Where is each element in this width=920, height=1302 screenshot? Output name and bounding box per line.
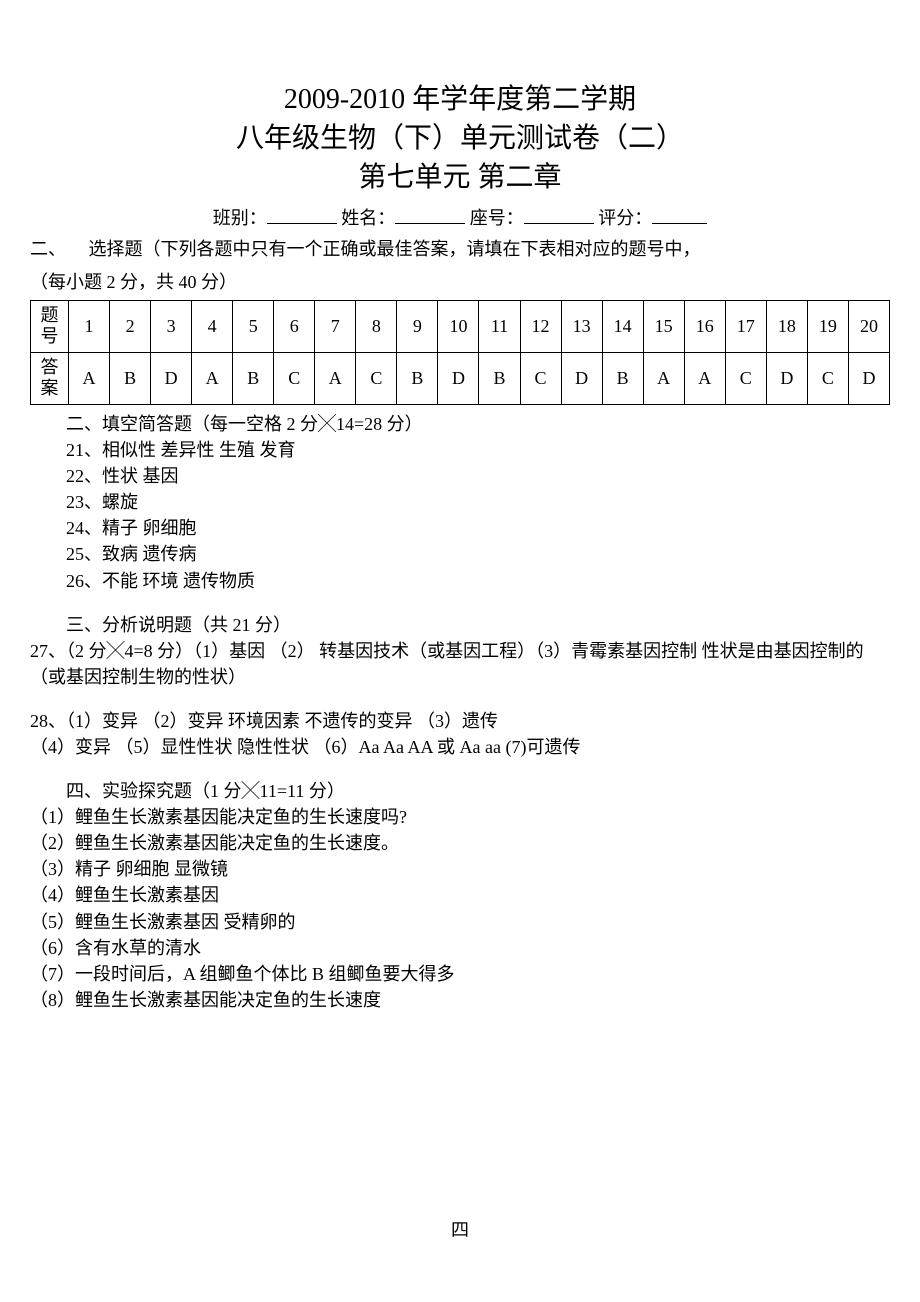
section3-q28b: （4）变异 （5）显性性状 隐性性状 （6）Aa Aa AA 或 Aa aa (… bbox=[30, 734, 890, 760]
cell-num: 15 bbox=[643, 300, 684, 352]
section2-line: 23、螺旋 bbox=[30, 489, 890, 515]
section3: 三、分析说明题（共 21 分） 27、（2 分╳4=8 分）（1）基因 （2） … bbox=[30, 612, 890, 690]
section4-line: （2）鲤鱼生长激素基因能决定鱼的生长速度。 bbox=[30, 830, 890, 856]
cell-num: 2 bbox=[110, 300, 151, 352]
section3-title: 三、分析说明题（共 21 分） bbox=[30, 612, 890, 638]
section4-title: 四、实验探究题（1 分╳11=11 分） bbox=[30, 778, 890, 804]
cell-ans: A bbox=[69, 352, 110, 404]
cell-num: 16 bbox=[684, 300, 725, 352]
cell-ans: A bbox=[684, 352, 725, 404]
section1-header: 二、 选择题（下列各题中只有一个正确或最佳答案，请填在下表相对应的题号中， bbox=[30, 236, 890, 263]
cell-ans: C bbox=[725, 352, 766, 404]
section2-line: 25、致病 遗传病 bbox=[30, 541, 890, 567]
section2: 二、填空简答题（每一空格 2 分╳14=28 分） 21、相似性 差异性 生殖 … bbox=[30, 411, 890, 594]
cell-ans: C bbox=[356, 352, 397, 404]
table-row-numbers: 题号 1 2 3 4 5 6 7 8 9 10 11 12 13 14 15 1… bbox=[31, 300, 890, 352]
section2-title: 二、填空简答题（每一空格 2 分╳14=28 分） bbox=[30, 411, 890, 437]
cell-num: 10 bbox=[438, 300, 479, 352]
title-line-3: 第七单元 第二章 bbox=[30, 158, 890, 197]
section4: 四、实验探究题（1 分╳11=11 分） （1）鲤鱼生长激素基因能决定鱼的生长速… bbox=[30, 778, 890, 1013]
score-label: 评分： bbox=[598, 208, 652, 228]
cell-num: 3 bbox=[151, 300, 192, 352]
cell-num: 9 bbox=[397, 300, 438, 352]
section4-line: （6）含有水草的清水 bbox=[30, 935, 890, 961]
cell-ans: A bbox=[192, 352, 233, 404]
cell-num: 8 bbox=[356, 300, 397, 352]
cell-num: 1 bbox=[69, 300, 110, 352]
cell-num: 11 bbox=[479, 300, 520, 352]
cell-num: 20 bbox=[848, 300, 889, 352]
cell-ans: B bbox=[233, 352, 274, 404]
cell-ans: B bbox=[602, 352, 643, 404]
section1-desc2: （每小题 2 分，共 40 分） bbox=[30, 269, 890, 296]
cell-num: 14 bbox=[602, 300, 643, 352]
cell-num: 4 bbox=[192, 300, 233, 352]
section2-line: 26、不能 环境 遗传物质 bbox=[30, 568, 890, 594]
cell-num: 18 bbox=[766, 300, 807, 352]
name-label: 姓名： bbox=[341, 208, 395, 228]
cell-ans: D bbox=[561, 352, 602, 404]
section1-desc: 选择题（下列各题中只有一个正确或最佳答案，请填在下表相对应的题号中， bbox=[89, 239, 701, 259]
cell-ans: C bbox=[274, 352, 315, 404]
cell-num: 19 bbox=[807, 300, 848, 352]
info-line: 班别： 姓名： 座号： 评分： bbox=[30, 204, 890, 230]
cell-num: 7 bbox=[315, 300, 356, 352]
cell-num: 5 bbox=[233, 300, 274, 352]
section3-q28: 28、（1）变异 （2）变异 环境因素 不遗传的变异 （3）遗传 （4）变异 （… bbox=[30, 708, 890, 760]
cell-ans: B bbox=[397, 352, 438, 404]
cell-ans: C bbox=[807, 352, 848, 404]
score-blank bbox=[652, 206, 707, 224]
answer-table: 题号 1 2 3 4 5 6 7 8 9 10 11 12 13 14 15 1… bbox=[30, 300, 890, 405]
row-label-answers: 答案 bbox=[31, 352, 69, 404]
name-blank bbox=[395, 206, 465, 224]
title-line-2: 八年级生物（下）单元测试卷（二） bbox=[30, 119, 890, 158]
section2-line: 22、性状 基因 bbox=[30, 463, 890, 489]
cell-num: 12 bbox=[520, 300, 561, 352]
cell-ans: B bbox=[479, 352, 520, 404]
title-line-1: 2009-2010 年学年度第二学期 bbox=[30, 80, 890, 119]
section4-line: （4）鲤鱼生长激素基因 bbox=[30, 882, 890, 908]
cell-num: 13 bbox=[561, 300, 602, 352]
section1-prefix: 二、 bbox=[30, 239, 66, 259]
row-label-numbers: 题号 bbox=[31, 300, 69, 352]
cell-ans: A bbox=[315, 352, 356, 404]
cell-ans: D bbox=[766, 352, 807, 404]
section3-q28a: 28、（1）变异 （2）变异 环境因素 不遗传的变异 （3）遗传 bbox=[30, 708, 890, 734]
section2-line: 21、相似性 差异性 生殖 发育 bbox=[30, 437, 890, 463]
class-blank bbox=[267, 206, 337, 224]
section2-line: 24、精子 卵细胞 bbox=[30, 515, 890, 541]
cell-ans: D bbox=[151, 352, 192, 404]
cell-ans: D bbox=[438, 352, 479, 404]
cell-ans: D bbox=[848, 352, 889, 404]
seat-label: 座号： bbox=[470, 208, 524, 228]
cell-ans: C bbox=[520, 352, 561, 404]
section4-line: （7）一段时间后，A 组鲫鱼个体比 B 组鲫鱼要大得多 bbox=[30, 961, 890, 987]
cell-ans: B bbox=[110, 352, 151, 404]
table-row-answers: 答案 A B D A B C A C B D B C D B A A C D C… bbox=[31, 352, 890, 404]
section4-line: （8）鲤鱼生长激素基因能决定鱼的生长速度 bbox=[30, 987, 890, 1013]
cell-num: 17 bbox=[725, 300, 766, 352]
section3-q27: 27、（2 分╳4=8 分）（1）基因 （2） 转基因技术（或基因工程）（3）青… bbox=[30, 638, 890, 690]
page-footer: 四 bbox=[0, 1216, 920, 1242]
class-label: 班别： bbox=[213, 208, 267, 228]
seat-blank bbox=[524, 206, 594, 224]
cell-num: 6 bbox=[274, 300, 315, 352]
section4-line: （5）鲤鱼生长激素基因 受精卵的 bbox=[30, 909, 890, 935]
section4-line: （1）鲤鱼生长激素基因能决定鱼的生长速度吗? bbox=[30, 804, 890, 830]
cell-ans: A bbox=[643, 352, 684, 404]
section4-line: （3）精子 卵细胞 显微镜 bbox=[30, 856, 890, 882]
